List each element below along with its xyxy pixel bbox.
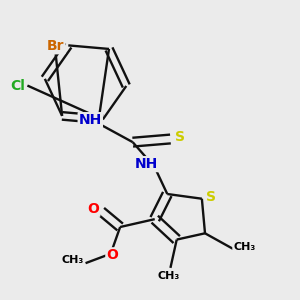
Text: CH₃: CH₃ bbox=[233, 242, 255, 252]
Text: CH₃: CH₃ bbox=[158, 271, 180, 281]
Text: NH: NH bbox=[79, 113, 102, 127]
Text: NH: NH bbox=[135, 157, 158, 171]
Text: Cl: Cl bbox=[11, 79, 26, 93]
Text: O: O bbox=[88, 202, 99, 216]
Text: Br: Br bbox=[47, 39, 64, 53]
Text: S: S bbox=[175, 130, 185, 144]
Text: S: S bbox=[206, 190, 216, 204]
Text: CH₃: CH₃ bbox=[62, 255, 84, 265]
Text: O: O bbox=[106, 248, 118, 262]
